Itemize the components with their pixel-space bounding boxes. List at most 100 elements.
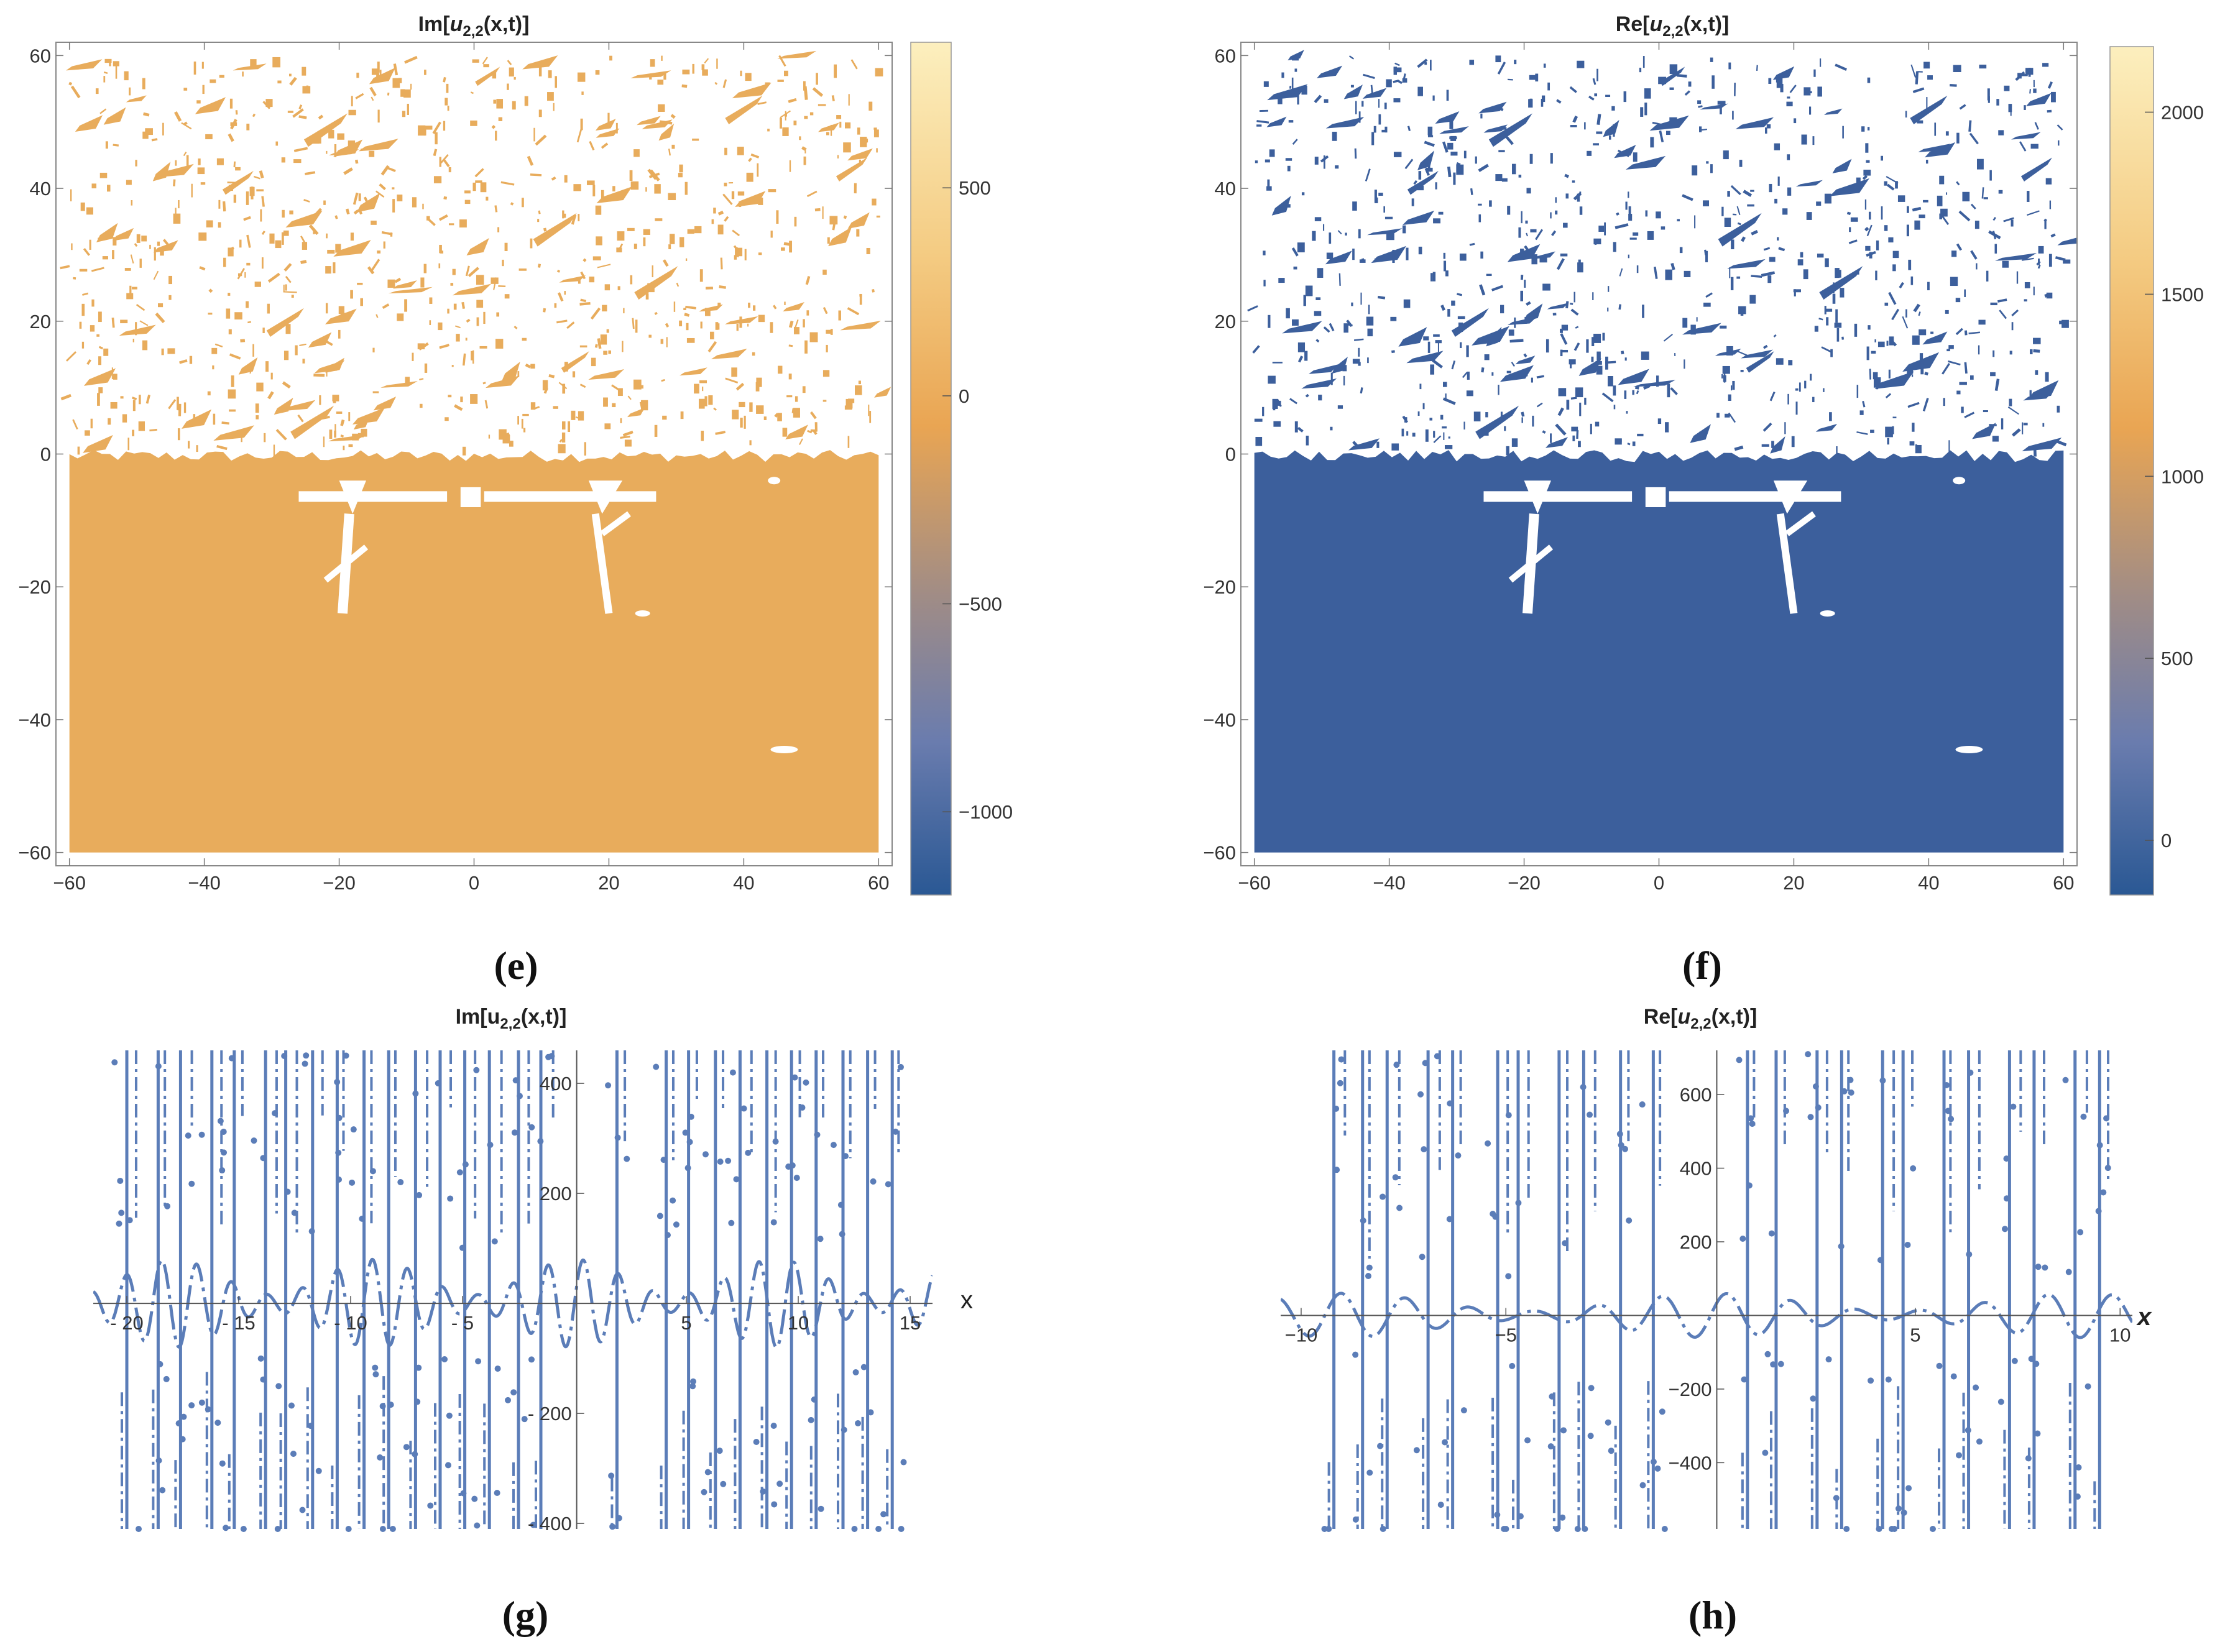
fragment: [443, 121, 446, 131]
fragment: [340, 312, 349, 316]
fragment: [1442, 141, 1449, 153]
data-point: [897, 1063, 904, 1070]
fragment: [1305, 393, 1309, 398]
data-point: [1659, 1408, 1665, 1415]
data-point: [1810, 1395, 1817, 1402]
fragment: [692, 138, 699, 141]
fragment: [375, 190, 385, 198]
fragment: [725, 377, 739, 383]
fragment: [155, 312, 165, 324]
gap-spot: [770, 746, 798, 754]
fragment: [1824, 193, 1831, 204]
data-point: [163, 1375, 170, 1382]
fragment: [340, 434, 344, 438]
fragment: [793, 408, 800, 418]
colorbar-tick-label: 500: [959, 177, 991, 199]
fragment: [1751, 275, 1762, 278]
streak: [1910, 95, 1948, 125]
fragment: [576, 129, 583, 143]
panel-e-density-plot: Im[u2,2(x,t)] −60 −40 −20 0 20 40 60−60−40−200…: [18, 12, 1013, 988]
fragment: [1761, 271, 1776, 277]
streak: [303, 113, 348, 147]
fragment: [96, 334, 100, 337]
fragment: [1293, 266, 1297, 270]
fragment: [168, 399, 177, 410]
fragment: [1318, 394, 1322, 401]
fragment: [1959, 382, 1967, 385]
data-point: [1877, 1257, 1884, 1264]
fragment: [620, 435, 630, 439]
fragment: [1762, 422, 1772, 432]
fragment: [120, 319, 128, 324]
fragment: [68, 81, 73, 86]
fragment: [86, 359, 91, 365]
fragment: [102, 256, 108, 260]
data-point: [704, 1469, 711, 1475]
fragment: [352, 192, 359, 205]
fragment: [428, 218, 436, 226]
fragment: [1305, 285, 1313, 296]
fragment: [468, 267, 479, 277]
fragment: [606, 329, 609, 333]
fragment: [589, 277, 595, 283]
fragment: [139, 395, 141, 405]
data-point: [1770, 1361, 1777, 1368]
fragment: [1773, 334, 1777, 337]
fragment-blob: [828, 226, 852, 247]
data-point: [793, 1175, 800, 1182]
fragment: [124, 71, 129, 81]
y-tick-label: - 200: [528, 1403, 572, 1425]
streak: [266, 308, 304, 337]
fragment-blob: [126, 95, 147, 103]
data-point: [811, 1396, 818, 1403]
fragment: [1890, 339, 1897, 347]
fragment: [1531, 254, 1537, 265]
gap-branch-right: [1785, 511, 1816, 536]
fragment: [604, 423, 611, 429]
fragment: [1990, 302, 1997, 306]
fragment: [208, 288, 213, 293]
fragment-blob: [588, 369, 624, 380]
data-point: [136, 1526, 142, 1532]
data-point: [537, 1138, 544, 1145]
fragment: [332, 395, 339, 402]
fragment: [348, 444, 353, 447]
fragment: [701, 430, 704, 441]
fragment: [283, 351, 289, 360]
fragment: [1281, 72, 1284, 78]
fragment: [1871, 351, 1876, 354]
data-point: [818, 1505, 824, 1512]
fragment-blob: [2011, 132, 2041, 140]
fragment-blob: [352, 407, 385, 425]
fragment: [1870, 429, 1874, 433]
data-point: [720, 1480, 727, 1487]
data-point: [221, 1149, 228, 1156]
data-point: [1749, 1121, 1756, 1127]
fragment-blob: [1626, 155, 1666, 170]
data-point: [521, 1416, 528, 1423]
fragment: [2057, 124, 2063, 131]
fragment: [142, 340, 148, 351]
fragment: [1593, 238, 1601, 245]
fragment: [313, 228, 315, 234]
data-point: [1377, 1443, 1384, 1449]
fragment: [633, 379, 642, 390]
fragment: [1542, 283, 1550, 291]
fragment: [1314, 217, 1322, 221]
fragment: [392, 187, 395, 190]
x-tick-label: 60: [2053, 872, 2074, 894]
y-tick-label: −60: [1203, 842, 1236, 864]
fragment: [1769, 257, 1776, 262]
fragment: [1983, 197, 1988, 200]
fragment: [1416, 185, 1424, 191]
fragment: [1478, 163, 1489, 172]
data-point: [2080, 1113, 2087, 1120]
data-point: [1485, 1140, 1491, 1147]
fragment-blob: [818, 122, 839, 132]
fragment-blob: [315, 360, 345, 374]
fragment: [328, 129, 334, 139]
fragment-blob: [1815, 423, 1838, 432]
fragment: [355, 93, 364, 99]
data-point: [1419, 1254, 1426, 1260]
fragment: [385, 166, 396, 172]
